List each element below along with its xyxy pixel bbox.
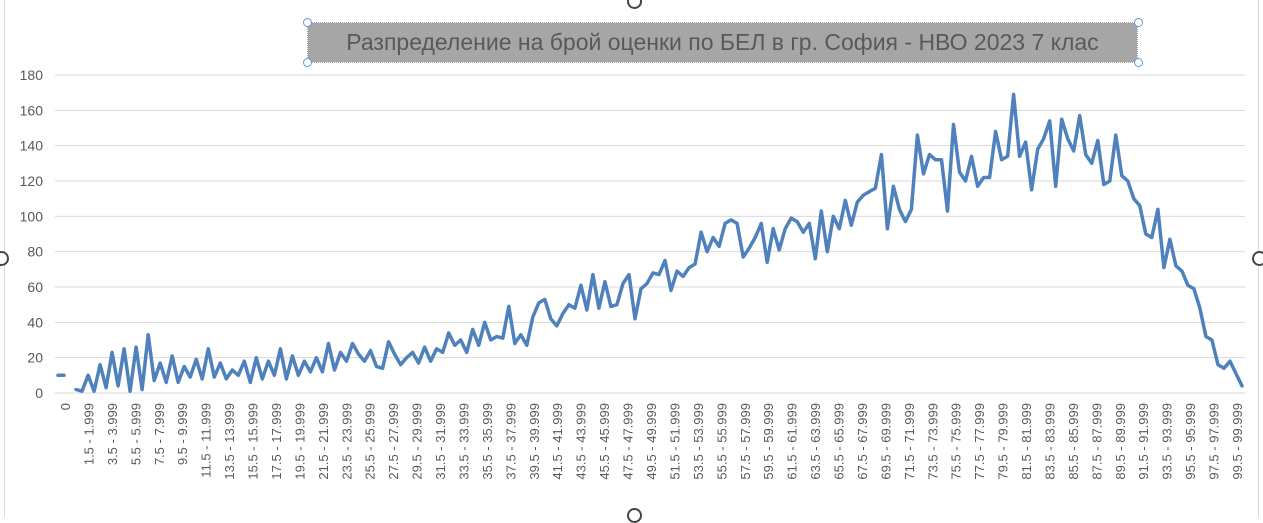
x-tick-label: 21.5 - 21.999: [316, 403, 331, 480]
chart-resize-handle-top[interactable]: [627, 0, 642, 9]
x-tick-label: 71.5 - 71.999: [902, 403, 917, 480]
y-tick-label: 180: [20, 67, 44, 83]
x-tick-label: 3.5 - 3.999: [105, 403, 120, 465]
x-tick-label: 23.5 - 23.999: [339, 403, 354, 480]
x-tick-label: 87.5 - 87.999: [1089, 403, 1104, 480]
x-tick-label: 33.5 - 33.999: [456, 403, 471, 480]
x-tick-label: 0: [58, 403, 73, 410]
chart-resize-handle-left[interactable]: [0, 251, 9, 266]
x-tick-label: 85.5 - 85.999: [1066, 403, 1081, 480]
title-resize-handle-top-left[interactable]: [303, 18, 312, 27]
x-tick-label: 13.5 - 13.999: [222, 403, 237, 480]
x-tick-label: 47.5 - 47.999: [621, 403, 636, 480]
x-tick-label: 41.5 - 41.999: [550, 403, 565, 480]
x-tick-label: 93.5 - 93.999: [1160, 403, 1175, 480]
x-tick-label: 5.5 - 5.999: [128, 403, 143, 465]
x-tick-label: 43.5 - 43.999: [574, 403, 589, 480]
y-tick-label: 40: [27, 314, 43, 330]
x-tick-label: 99.5 - 99.999: [1230, 403, 1245, 480]
y-tick-label: 160: [20, 102, 44, 118]
x-tick-label: 53.5 - 53.999: [691, 403, 706, 480]
x-tick-label: 89.5 - 89.999: [1113, 403, 1128, 480]
y-tick-label: 80: [27, 244, 43, 260]
x-tick-label: 61.5 - 61.999: [785, 403, 800, 480]
x-tick-label: 45.5 - 45.999: [597, 403, 612, 480]
x-tick-label: 39.5 - 39.999: [527, 403, 542, 480]
x-tick-label: 31.5 - 31.999: [433, 403, 448, 480]
title-resize-handle-bottom-left[interactable]: [303, 58, 312, 67]
x-tick-label: 73.5 - 73.999: [925, 403, 940, 480]
x-tick-label: 79.5 - 79.999: [996, 403, 1011, 480]
x-tick-label: 83.5 - 83.999: [1042, 403, 1057, 480]
x-tick-label: 9.5 - 9.999: [175, 403, 190, 465]
chart-resize-handle-right[interactable]: [1252, 251, 1263, 266]
x-tick-label: 29.5 - 29.999: [410, 403, 425, 480]
x-tick-label: 27.5 - 27.999: [386, 403, 401, 480]
series-line: [56, 92, 1244, 393]
x-tick-label: 15.5 - 15.999: [246, 403, 261, 480]
x-tick-label: 59.5 - 59.999: [761, 403, 776, 480]
x-tick-label: 25.5 - 25.999: [363, 403, 378, 480]
y-tick-label: 60: [27, 279, 43, 295]
chart-title[interactable]: Разпределение на брой оценки по БЕЛ в гр…: [307, 22, 1138, 63]
x-tick-label: 97.5 - 97.999: [1207, 403, 1222, 480]
x-tick-label: 67.5 - 67.999: [855, 403, 870, 480]
x-tick-label: 11.5 - 11.999: [199, 403, 214, 478]
y-tick-label: 0: [35, 385, 43, 401]
x-tick-label: 95.5 - 95.999: [1183, 403, 1198, 480]
chart-resize-handle-bottom[interactable]: [627, 508, 642, 523]
x-tick-label: 1.5 - 1.999: [81, 403, 96, 465]
y-tick-label: 120: [20, 173, 44, 189]
series-line-segment-2: [74, 92, 1244, 393]
x-tick-label: 57.5 - 57.999: [738, 403, 753, 480]
x-tick-label: 17.5 - 17.999: [269, 403, 284, 480]
x-tick-label: 75.5 - 75.999: [949, 403, 964, 480]
x-tick-label: 81.5 - 81.999: [1019, 403, 1034, 480]
x-tick-label: 35.5 - 35.999: [480, 403, 495, 480]
x-tick-label: 19.5 - 19.999: [292, 403, 307, 480]
y-axis-tick-labels: 0 20 40 60 80 100 120 140 160 180: [20, 67, 44, 401]
title-resize-handle-bottom-right[interactable]: [1134, 58, 1143, 67]
title-resize-handle-top-right[interactable]: [1134, 18, 1143, 27]
y-tick-label: 100: [20, 208, 44, 224]
x-tick-label: 55.5 - 55.999: [714, 403, 729, 480]
x-tick-label: 77.5 - 77.999: [972, 403, 987, 480]
x-tick-label: 63.5 - 63.999: [808, 403, 823, 480]
y-tick-label: 140: [20, 138, 44, 154]
x-tick-label: 37.5 - 37.999: [503, 403, 518, 480]
x-axis-tick-labels: 0 1.5 - 1.999 3.5 - 3.999 5.5 - 5.999 7.5 - …: [58, 403, 1245, 480]
x-tick-label: 49.5 - 49.999: [644, 403, 659, 480]
gridlines: [55, 74, 1245, 394]
x-tick-label: 69.5 - 69.999: [878, 403, 893, 480]
y-tick-label: 20: [27, 350, 43, 366]
x-tick-label: 91.5 - 91.999: [1136, 403, 1151, 480]
x-tick-label: 7.5 - 7.999: [152, 403, 167, 465]
x-tick-label: 51.5 - 51.999: [667, 403, 682, 480]
x-tick-label: 65.5 - 65.999: [832, 403, 847, 480]
